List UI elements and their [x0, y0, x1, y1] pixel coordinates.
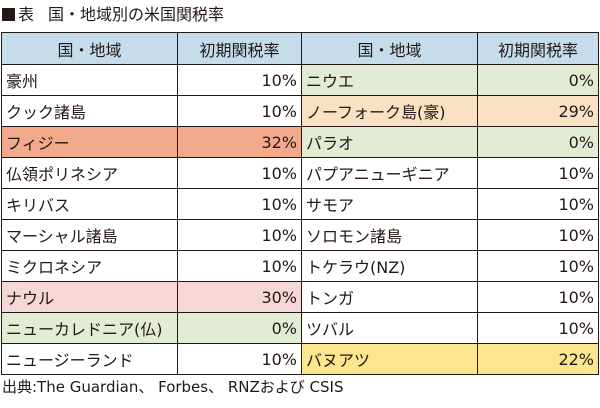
region-cell-left: ニューカレドニア(仏) [1, 312, 178, 344]
region-cell-right: トンガ [301, 281, 478, 313]
region-cell-left: 豪州 [1, 64, 178, 96]
region-cell-left: ナウル [1, 281, 178, 313]
region-cell-left: マーシャル諸島 [1, 219, 178, 251]
caption-label: 表 [18, 5, 35, 24]
rate-cell-right: 10% [477, 157, 599, 189]
column-header-region-right: 国・地域 [301, 32, 478, 65]
region-cell-left: ニュージーランド [1, 343, 178, 375]
rate-cell-left: 0% [177, 312, 302, 344]
header-row: 国・地域 初期関税率 国・地域 初期関税率 [1, 32, 599, 65]
table-row: クック諸島 10% ノーフォーク島(豪) 29% [1, 95, 599, 127]
table-body: 豪州 10% ニウエ 0% クック諸島 10% ノーフォーク島(豪) 29% フィジー 32% パラ… [1, 64, 599, 375]
square-bullet-icon [2, 8, 15, 21]
column-header-region-left: 国・地域 [1, 32, 178, 65]
column-header-rate-left: 初期関税率 [177, 32, 302, 65]
region-cell-left: クック諸島 [1, 95, 178, 127]
rate-cell-right: 29% [477, 95, 599, 127]
table-row: 豪州 10% ニウエ 0% [1, 64, 599, 96]
rate-cell-left: 30% [177, 281, 302, 313]
rate-cell-left: 10% [177, 188, 302, 220]
table-row: ミクロネシア 10% トケラウ(NZ) 10% [1, 250, 599, 282]
region-cell-left: ミクロネシア [1, 250, 178, 282]
region-cell-left: キリバス [1, 188, 178, 220]
table-row: キリバス 10% サモア 10% [1, 188, 599, 220]
table-row: 仏領ポリネシア 10% パプアニューギニア 10% [1, 157, 599, 189]
region-cell-right: パプアニューギニア [301, 157, 478, 189]
rate-cell-left: 10% [177, 343, 302, 375]
rate-cell-left: 10% [177, 95, 302, 127]
region-cell-right: トケラウ(NZ) [301, 250, 478, 282]
rate-cell-right: 0% [477, 126, 599, 158]
rate-cell-right: 10% [477, 219, 599, 251]
rate-cell-left: 32% [177, 126, 302, 158]
table-row: フィジー 32% パラオ 0% [1, 126, 599, 158]
rate-cell-right: 22% [477, 343, 599, 375]
rate-cell-left: 10% [177, 64, 302, 96]
rate-cell-right: 10% [477, 188, 599, 220]
rate-cell-right: 10% [477, 281, 599, 313]
rate-cell-left: 10% [177, 157, 302, 189]
rate-cell-right: 10% [477, 312, 599, 344]
table-row: ナウル 30% トンガ 10% [1, 281, 599, 313]
table-row: ニューカレドニア(仏) 0% ツバル 10% [1, 312, 599, 344]
table-caption: 表国・地域別の米国関税率 [2, 2, 592, 28]
region-cell-left: フィジー [1, 126, 178, 158]
tariff-table: 国・地域 初期関税率 国・地域 初期関税率 豪州 10% ニウエ 0% クック諸島 10%… [1, 32, 599, 375]
rate-cell-right: 0% [477, 64, 599, 96]
table-row: マーシャル諸島 10% ソロモン諸島 10% [1, 219, 599, 251]
rate-cell-left: 10% [177, 250, 302, 282]
region-cell-right: サモア [301, 188, 478, 220]
region-cell-right: ツバル [301, 312, 478, 344]
region-cell-right: パラオ [301, 126, 478, 158]
rate-cell-right: 10% [477, 250, 599, 282]
source-note: 出典:The Guardian、 Forbes、 RNZおよび CSIS [2, 378, 344, 396]
region-cell-right: ソロモン諸島 [301, 219, 478, 251]
region-cell-left: 仏領ポリネシア [1, 157, 178, 189]
region-cell-right: ノーフォーク島(豪) [301, 95, 478, 127]
table-row: ニュージーランド 10% バヌアツ 22% [1, 343, 599, 375]
caption-title: 国・地域別の米国関税率 [48, 5, 225, 24]
region-cell-right: ニウエ [301, 64, 478, 96]
column-header-rate-right: 初期関税率 [477, 32, 599, 65]
region-cell-right: バヌアツ [301, 343, 478, 375]
rate-cell-left: 10% [177, 219, 302, 251]
